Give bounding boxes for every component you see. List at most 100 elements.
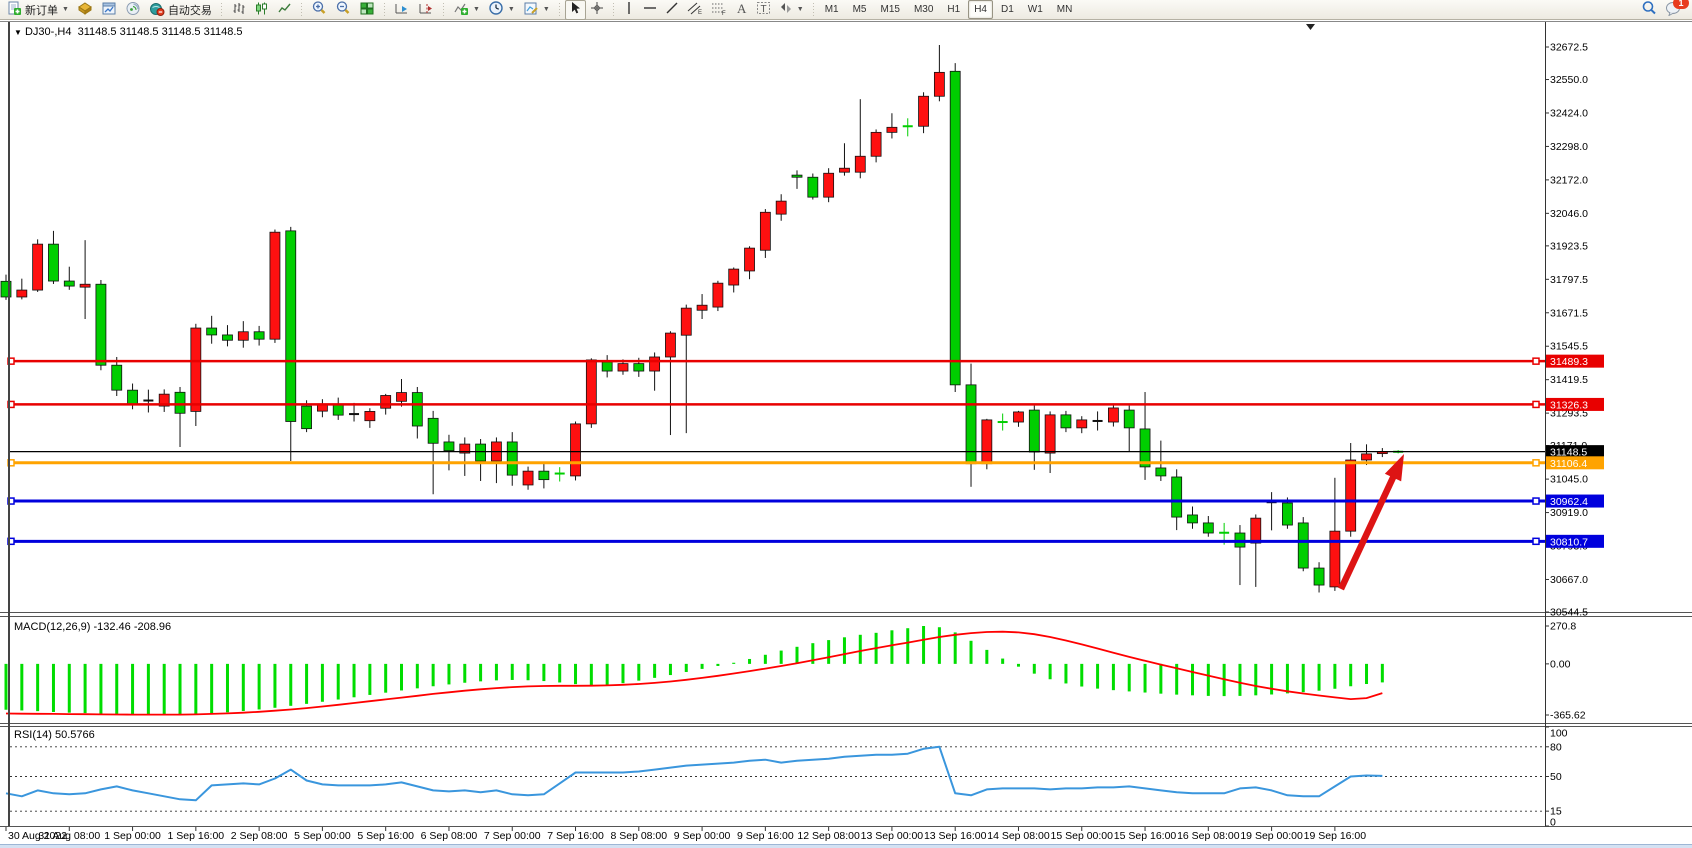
tile-windows-button[interactable]: [355, 0, 379, 20]
candle-body: [981, 419, 993, 465]
text-button[interactable]: A: [731, 0, 752, 20]
candle-body: [823, 172, 835, 198]
time-label: 6 Sep 08:00: [421, 830, 478, 842]
auto-trading-button[interactable]: 自动交易: [145, 0, 216, 20]
macd-indicator-label: MACD(12,26,9) -132.46 -208.96: [14, 621, 172, 633]
tf-button-M15[interactable]: M15: [880, 4, 900, 15]
zoom-in-icon: [311, 0, 327, 19]
notification-badge: 1: [1673, 0, 1689, 9]
zoom-out-button[interactable]: [331, 0, 355, 20]
candle-body: [870, 131, 882, 157]
candlestick-chart-icon: [254, 1, 269, 19]
new-chart-button[interactable]: [97, 0, 121, 20]
level-handle[interactable]: [1532, 400, 1540, 409]
new-order-button[interactable]: 新订单 ▼: [3, 0, 73, 20]
toolbar-grip: [298, 2, 304, 17]
candle-body: [380, 395, 392, 409]
macd-tick-label: 0.00: [1550, 658, 1571, 670]
macd-histogram-bar: [716, 663, 720, 666]
candlestick-chart-button[interactable]: [250, 0, 273, 20]
macd-histogram-bar: [131, 663, 135, 715]
text-label-button[interactable]: T: [752, 0, 775, 20]
line-chart-button[interactable]: [273, 0, 296, 20]
tf-button-M30[interactable]: M30: [913, 4, 934, 15]
candle-body: [174, 391, 186, 414]
zoom-in-button[interactable]: [307, 0, 331, 20]
bar-chart-button[interactable]: [227, 0, 250, 20]
level-handle[interactable]: [1532, 357, 1540, 365]
candle-body: [696, 304, 708, 311]
new-order-label: 新订单: [25, 4, 58, 17]
fibonacci-button[interactable]: F: [707, 0, 731, 20]
candle-body: [206, 327, 218, 336]
svg-text:T: T: [760, 4, 766, 15]
periods-button[interactable]: ▼: [484, 0, 519, 20]
macd-histogram-bar: [668, 663, 672, 676]
rsi-indicator-label: RSI(14) 50.5766: [14, 729, 95, 741]
price-tick-label: 31923.5: [1550, 240, 1588, 252]
trend-arrow-head[interactable]: [1384, 454, 1404, 482]
price-badge-label: 31106.4: [1550, 458, 1587, 470]
search-icon[interactable]: [1641, 0, 1657, 19]
macd-histogram-bar: [574, 663, 578, 685]
auto-scroll-button[interactable]: [390, 0, 414, 20]
candle-body: [16, 289, 28, 298]
tf-button-W1[interactable]: W1: [1027, 4, 1043, 15]
price-tick-label: 32550.0: [1550, 74, 1588, 86]
indicators-icon: [453, 1, 469, 19]
tf-button-M1[interactable]: M1: [824, 4, 839, 15]
tf-button-M5[interactable]: M5: [852, 4, 867, 15]
candle-body: [443, 441, 455, 452]
chart-symbol-title[interactable]: ▼ DJ30-,H4 31148.5 31148.5 31148.5 31148…: [14, 26, 243, 38]
candle-body: [506, 441, 518, 476]
price-badge: [1546, 456, 1604, 470]
macd-histogram-bar: [906, 628, 910, 664]
chart-shift-button[interactable]: [414, 0, 438, 20]
macd-histogram-bar: [273, 663, 277, 708]
vertical-line-button[interactable]: [619, 0, 639, 20]
svg-text:F: F: [722, 11, 726, 15]
trend-arrow-shaft[interactable]: [1338, 470, 1399, 591]
trendline-button[interactable]: [661, 0, 683, 20]
templates-button[interactable]: ▼: [519, 0, 554, 20]
candle-body: [665, 332, 676, 358]
macd-histogram-bar: [320, 663, 324, 702]
time-label: 13 Sep 16:00: [924, 830, 987, 842]
tf-button-MN[interactable]: MN: [1056, 4, 1073, 15]
chart-window[interactable]: 32672.5 32550.0 32424.0 32298.0 32172.0 32046…: [0, 20, 1692, 845]
crosshair-button[interactable]: [586, 0, 608, 20]
macd-histogram-bar: [605, 663, 609, 685]
level-handle[interactable]: [1532, 497, 1540, 505]
chart-shift-marker[interactable]: [1306, 24, 1315, 30]
candle-body: [949, 70, 961, 386]
macd-histogram-bar: [4, 663, 8, 710]
level-handle[interactable]: [1532, 459, 1540, 467]
macd-histogram-bar: [1016, 663, 1020, 667]
candle-body: [63, 280, 75, 287]
horizontal-line-button[interactable]: [639, 0, 661, 20]
tf-button-H4[interactable]: H4: [968, 0, 993, 19]
level-handle[interactable]: [1532, 537, 1540, 546]
signals-button[interactable]: [121, 0, 145, 20]
tf-button-D1[interactable]: D1: [1001, 4, 1014, 15]
cursor-button[interactable]: [564, 0, 586, 20]
price-badge: [1546, 445, 1604, 459]
price-tick-label: 31545.5: [1550, 341, 1588, 353]
tf-button-H1[interactable]: H1: [947, 4, 961, 15]
notifications-button[interactable]: 1: [1665, 0, 1689, 19]
macd-histogram-bar: [368, 663, 372, 695]
equidistant-channel-button[interactable]: E: [683, 0, 707, 20]
price-tick-label: 30667.0: [1550, 574, 1588, 586]
chart-canvas[interactable]: 32672.5 32550.0 32424.0 32298.0 32172.0 32046…: [0, 20, 1692, 848]
indicators-button[interactable]: ▼: [449, 0, 484, 20]
macd-histogram-bar: [937, 627, 941, 664]
macd-histogram-bar: [1127, 663, 1131, 692]
periods-icon: [488, 0, 504, 19]
candle-body: [759, 211, 771, 251]
market-depth-button[interactable]: [73, 0, 97, 20]
macd-histogram-bar: [1317, 663, 1321, 691]
arrows-button[interactable]: ▼: [775, 0, 808, 20]
macd-histogram-bar: [1254, 663, 1258, 696]
chevron-down-icon: ▼: [796, 6, 804, 13]
rsi-tick-label: 15: [1550, 806, 1562, 818]
